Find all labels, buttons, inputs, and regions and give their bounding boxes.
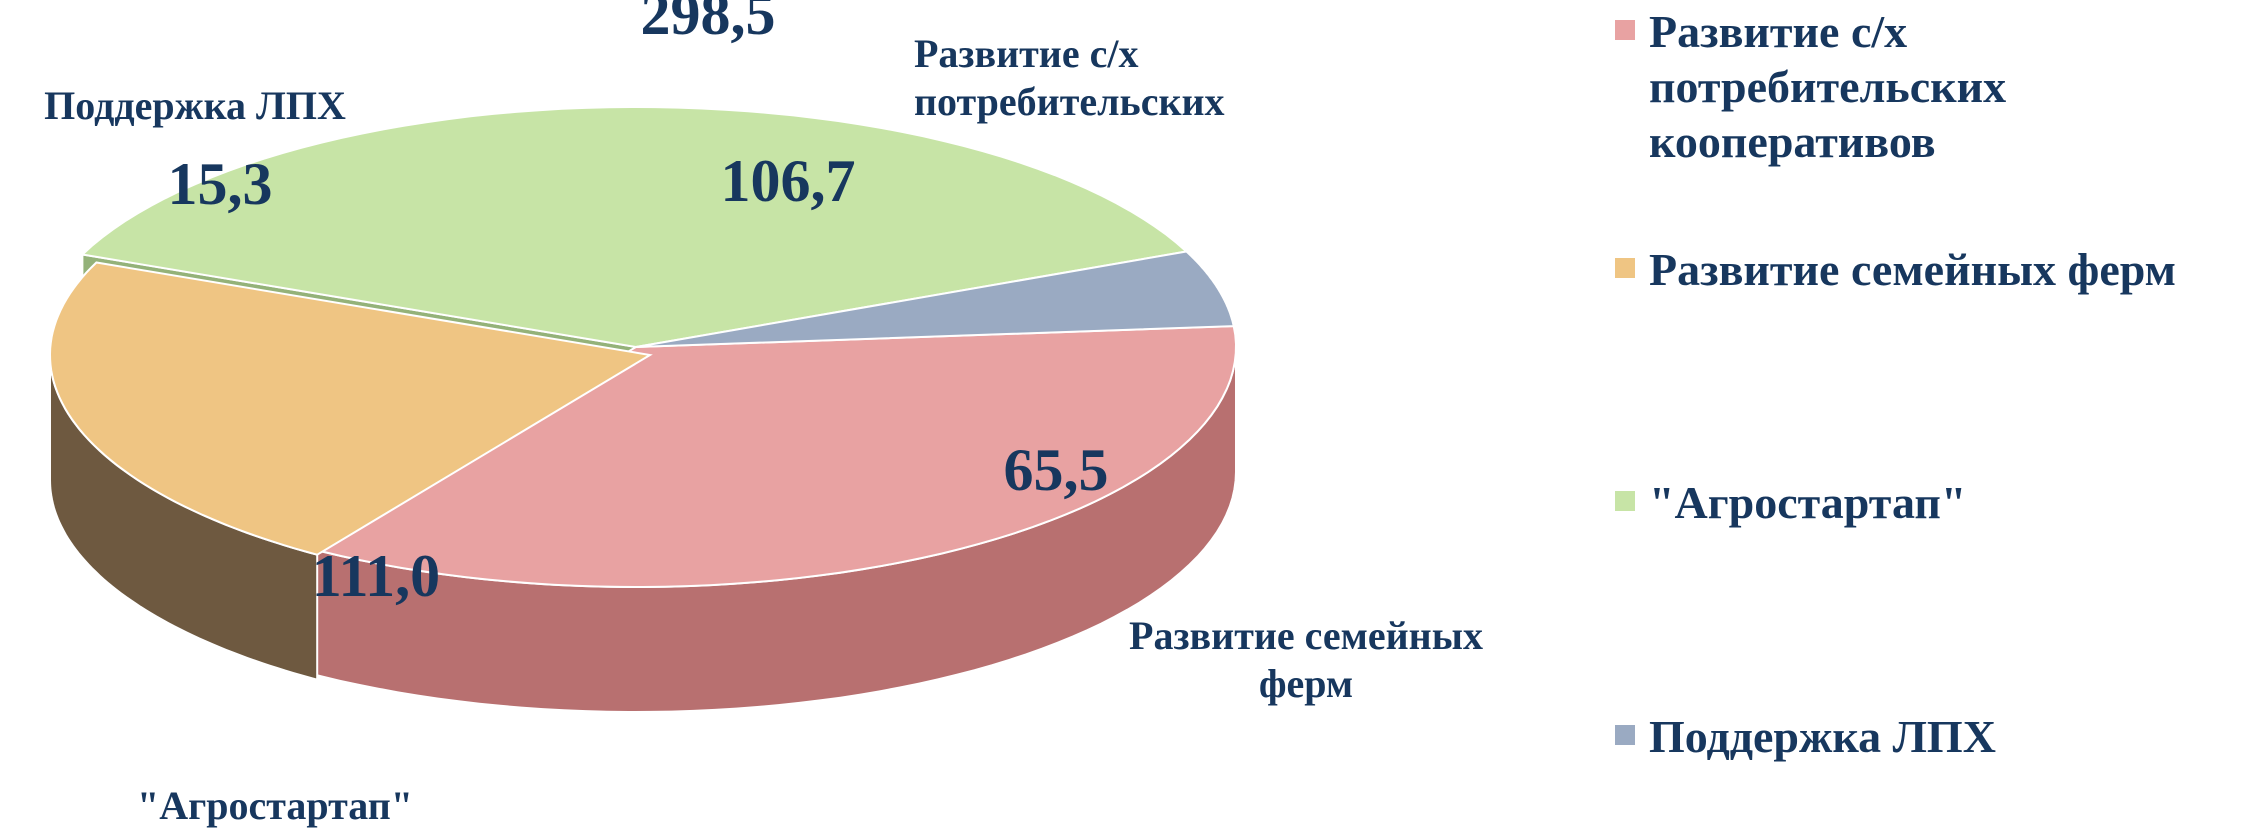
value-label: 15,3 (168, 148, 273, 220)
legend-label: Развитие с/х потребительских кооперативо… (1649, 4, 2079, 170)
value-label: 65,5 (1004, 434, 1109, 506)
legend-item: Развитие семейных ферм (1615, 242, 2176, 297)
legend-swatch (1615, 258, 1635, 278)
legend-item: "Агростартап" (1615, 475, 1966, 530)
legend-label: Поддержка ЛПХ (1649, 709, 1996, 764)
chart-title: 298,5 (641, 0, 776, 50)
slice-label: Развитие с/х потребительских (914, 30, 1334, 126)
legend-label: "Агростартап" (1649, 475, 1966, 530)
legend-swatch (1615, 491, 1635, 511)
slice-label: "Агростартап" (137, 782, 413, 830)
legend-label: Развитие семейных ферм (1649, 242, 2176, 297)
chart: 298,5 Развитие с/х потребительских 106,7 Р… (0, 0, 2267, 832)
value-label: 111,0 (312, 540, 440, 612)
value-label: 106,7 (721, 145, 856, 217)
slice-label: Поддержка ЛПХ (44, 82, 346, 130)
legend-item: Поддержка ЛПХ (1615, 709, 1996, 764)
slice-label: Развитие семейных ферм (1126, 612, 1486, 708)
legend-swatch (1615, 725, 1635, 745)
legend-swatch (1615, 20, 1635, 40)
legend-item: Развитие с/х потребительских кооперативо… (1615, 4, 2079, 170)
